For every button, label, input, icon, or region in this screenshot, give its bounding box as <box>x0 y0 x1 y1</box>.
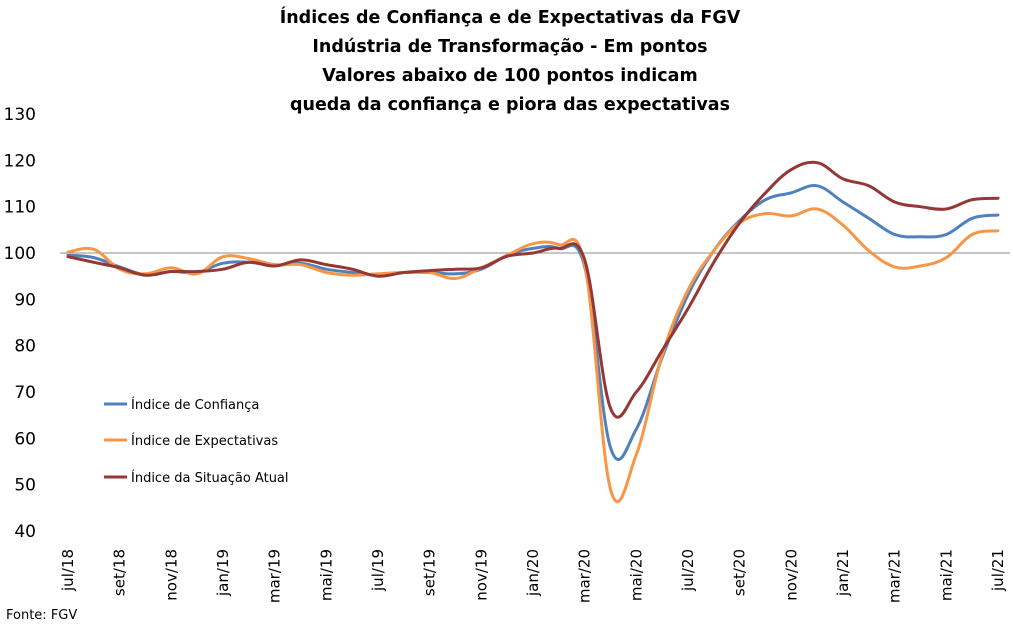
x-tick-label: nov/19 <box>472 549 490 601</box>
x-tick-label: set/18 <box>111 549 129 596</box>
legend-label-expectativas: Índice de Expectativas <box>131 433 278 449</box>
y-tick-label: 100 <box>4 244 36 264</box>
title-line-3: Valores abaixo de 100 pontos indicam <box>322 66 698 86</box>
x-tick-label: jul/20 <box>679 549 697 592</box>
legend-label-situacao-atual: Índice da Situação Atual <box>131 470 289 486</box>
y-tick-label: 50 <box>14 476 36 496</box>
x-tick-label: nov/20 <box>782 549 800 601</box>
series-line-situacao-atual <box>66 160 1000 419</box>
x-tick-label: jan/21 <box>834 549 852 597</box>
title-line-2: Indústria de Transformação - Em pontos <box>312 37 708 57</box>
x-tick-label: nov/18 <box>162 549 180 601</box>
x-tick-label: jul/21 <box>989 549 1007 592</box>
y-tick-label: 80 <box>14 337 36 357</box>
legend: Índice de Confiança Índice de Expectativa… <box>104 397 289 486</box>
x-tick-label: mar/19 <box>266 549 284 603</box>
chart-title: Índices de Confiança e de Expectativas d… <box>260 4 760 120</box>
title-line-1: Índices de Confiança e de Expectativas d… <box>279 8 741 28</box>
legend-label-confianca: Índice de Confiança <box>131 397 259 413</box>
x-tick-label: mai/21 <box>937 549 955 601</box>
y-tick-label: 40 <box>14 522 36 542</box>
x-tick-label: mai/20 <box>627 549 645 601</box>
y-axis: 40 50 60 70 80 90 100 110 120 130 <box>4 105 36 542</box>
x-tick-label: jul/18 <box>59 549 77 592</box>
series-line-expectativas <box>66 207 1000 504</box>
y-tick-label: 110 <box>4 198 36 218</box>
x-tick-label: jan/20 <box>524 549 542 597</box>
y-tick-label: 60 <box>14 429 36 449</box>
x-tick-label: jan/19 <box>214 549 232 597</box>
x-tick-label: set/20 <box>731 549 749 596</box>
series-lines <box>66 160 1000 504</box>
x-tick-label: mai/19 <box>317 549 335 601</box>
title-line-4: queda da confiança e piora das expectati… <box>289 95 731 115</box>
x-axis: jul/18 set/18 nov/18 jan/19 mar/19 mai/19 jul/… <box>59 549 1007 603</box>
x-tick-label: mar/20 <box>576 549 594 603</box>
source-note: Fonte: FGV <box>6 608 78 623</box>
x-tick-label: jul/19 <box>369 549 387 592</box>
y-tick-label: 90 <box>14 290 36 310</box>
series-line-confianca <box>66 184 1000 462</box>
y-tick-label: 130 <box>4 105 36 125</box>
x-tick-label: mar/21 <box>886 549 904 603</box>
y-tick-label: 70 <box>14 383 36 403</box>
y-tick-label: 120 <box>4 151 36 171</box>
x-tick-label: set/19 <box>421 549 439 596</box>
